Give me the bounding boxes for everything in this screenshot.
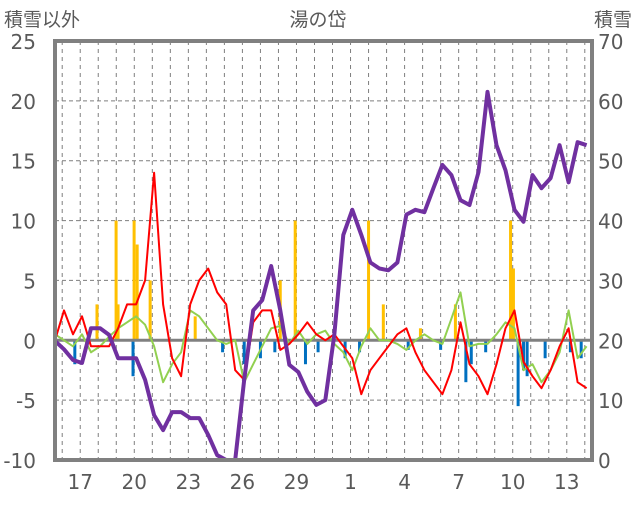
blue-bar [568,340,572,353]
orange-bar [95,304,99,341]
blue-bar [73,340,77,365]
green-series-line [54,291,588,384]
right-tick-label: 20 [598,329,623,353]
orange-bar [511,268,515,341]
orange-bar [132,220,136,341]
x-tick-label: 20 [122,470,147,494]
red-series-line [54,171,588,396]
orange-bar [453,304,457,341]
orange-bar [293,220,297,341]
right-tick-label: 50 [598,150,623,174]
left-tick-label: 20 [11,90,36,114]
x-tick-label: 23 [176,470,201,494]
blue-bar [221,340,225,353]
blue-bar [469,340,473,365]
blue-bar [406,340,410,350]
right-tick-label: 60 [598,90,623,114]
x-tick-label: 13 [554,470,579,494]
x-tick-label: 1 [344,470,357,494]
right-tick-label: 70 [598,30,623,54]
plot-frame [53,39,594,462]
x-tick-label: 17 [68,470,93,494]
blue-bar [358,340,362,353]
x-tick-label: 26 [230,470,255,494]
orange-bar [367,220,371,341]
left-tick-label: 5 [23,269,36,293]
right-tick-label: 40 [598,210,623,234]
blue-bar [242,340,246,365]
blue-bar [464,340,468,383]
blue-bar [525,340,529,377]
blue-bar [484,340,488,353]
left-tick-label: 0 [23,329,36,353]
left-tick-label: -5 [16,389,36,413]
left-tick-label: 25 [11,30,36,54]
left-tick-label: -10 [3,449,36,473]
left-tick-label: 15 [11,150,36,174]
blue-bar [579,340,583,359]
orange-bar [116,304,120,341]
snow-depth-line [53,89,588,462]
blue-bar [273,340,277,353]
chart-title: 湯の岱 [289,9,346,31]
x-tick-label: 7 [452,470,465,494]
x-tick-label: 29 [284,470,309,494]
x-tick-label: 4 [398,470,411,494]
orange-bar [114,220,118,341]
right-axis-label: 積雪 [594,9,632,31]
orange-bar [135,244,139,341]
orange-bar [193,316,197,341]
orange-bar [148,280,152,341]
x-tick-label: 10 [500,470,525,494]
blue-bar [516,340,520,407]
blue-bar [303,340,307,365]
blue-bar [439,340,443,350]
left-tick-label: 10 [11,210,36,234]
orange-bar [381,304,385,341]
blue-bar [522,340,526,371]
left-axis-label: 積雪以外 [4,9,80,31]
blue-bar [316,340,320,353]
right-tick-label: 30 [598,269,623,293]
orange-bar [418,328,422,341]
right-tick-label: 10 [598,389,623,413]
orange-bar [509,220,513,341]
blue-bar [543,340,547,359]
right-tick-label: 0 [598,449,611,473]
